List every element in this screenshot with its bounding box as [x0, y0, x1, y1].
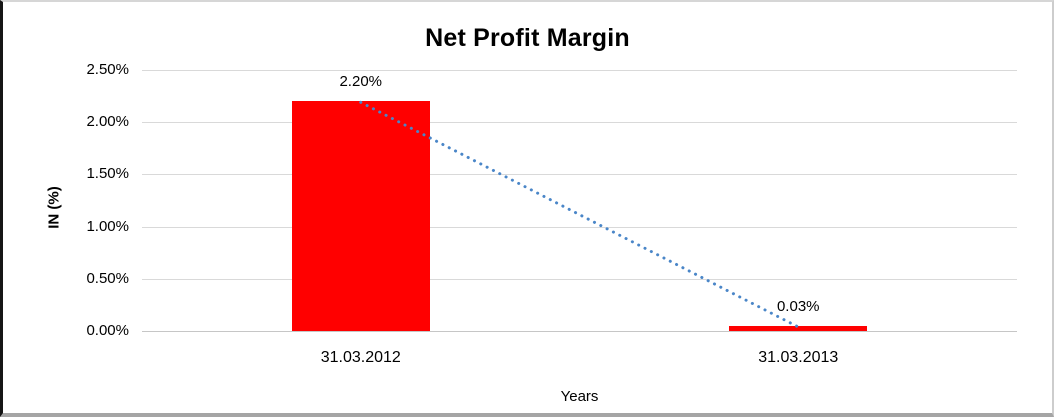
x-tick-label: 31.03.2012 — [320, 349, 401, 366]
gridline — [142, 122, 1017, 124]
data-label: 2.20% — [339, 73, 383, 91]
y-axis-title: IN (%) — [45, 186, 63, 229]
trendline-path[interactable] — [359, 100, 800, 329]
gridline — [142, 226, 1017, 228]
gridline — [142, 278, 1017, 280]
x-axis-title: Years — [560, 388, 599, 405]
y-tick-label: 0.50% — [86, 269, 129, 287]
chart-title: Net Profit Margin — [425, 24, 630, 52]
x-axis-line — [142, 331, 1017, 332]
data-label: 0.03% — [776, 298, 820, 315]
gridline — [142, 70, 1017, 71]
gridline — [142, 174, 1017, 176]
trendline[interactable] — [142, 70, 1017, 331]
bar-31.03.2012[interactable] — [291, 101, 430, 331]
plot-area: 2.20% 0.03% — [142, 70, 1017, 332]
y-tick-label: 2.00% — [86, 113, 129, 131]
y-tick-label: 1.00% — [86, 217, 129, 235]
y-tick-label: 0.00% — [86, 322, 129, 339]
y-tick-label: 2.50% — [86, 61, 129, 78]
x-tick-label: 31.03.2013 — [758, 349, 839, 366]
y-tick-label: 1.50% — [86, 165, 129, 183]
bar-31.03.2013[interactable] — [729, 326, 868, 331]
